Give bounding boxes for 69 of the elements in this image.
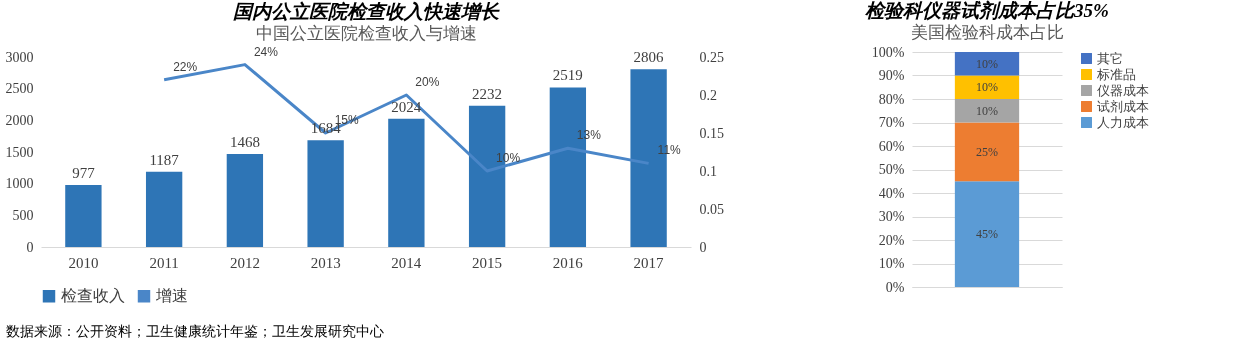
data-label: 2806 <box>633 49 665 66</box>
x-tick-label: 2014 <box>391 254 422 271</box>
y-tick-label: 0 <box>26 239 34 255</box>
data-label: 2232 <box>472 85 503 102</box>
x-tick-label: 2012 <box>229 254 260 271</box>
data-label: 20% <box>415 75 440 89</box>
x-tick-label: 2010 <box>68 254 99 271</box>
y-tick-label: 60% <box>878 138 905 154</box>
data-label: 977 <box>72 165 96 182</box>
y2-tick-label: 0.05 <box>699 201 724 217</box>
y-tick-label: 3000 <box>5 49 34 65</box>
x-tick-label: 2011 <box>149 254 179 271</box>
data-label: 22% <box>173 59 198 74</box>
data-label: 25% <box>976 144 998 159</box>
x-tick-label: 2013 <box>310 254 341 271</box>
data-label: 2024 <box>391 98 422 115</box>
y2-tick-label: 0.25 <box>699 49 724 65</box>
bar <box>145 171 183 247</box>
y-tick-label: 90% <box>878 68 905 83</box>
legend-label: 仪器成本 <box>1097 82 1149 98</box>
bar <box>226 154 264 247</box>
y-tick-label: 40% <box>878 185 905 201</box>
y2-tick-label: 0 <box>699 239 707 255</box>
y2-tick-label: 0.1 <box>699 163 717 179</box>
bar <box>954 181 1020 287</box>
data-label: 1468 <box>229 134 260 151</box>
legend-label: 标准品 <box>1096 66 1136 82</box>
x-tick-label: 2016 <box>552 254 584 271</box>
chart-title: 检验科仪器试剂成本占比35% <box>864 0 1109 21</box>
legend-label: 增速 <box>155 287 188 305</box>
bar <box>307 140 344 247</box>
y-tick-label: 2500 <box>5 81 34 97</box>
data-label: 24% <box>253 44 279 59</box>
y-tick-label: 100% <box>871 44 905 60</box>
data-label: 10% <box>976 80 998 95</box>
legend-label: 检查收入 <box>61 287 125 305</box>
y-tick-label: 30% <box>878 209 905 224</box>
bar <box>954 122 1020 182</box>
legend-label: 人力成本 <box>1097 114 1149 130</box>
y-tick-label: 10% <box>878 256 905 271</box>
legend-label: 其它 <box>1097 50 1123 66</box>
y-tick-label: 500 <box>12 207 34 223</box>
bar <box>65 185 102 247</box>
y-tick-label: 80% <box>878 91 905 107</box>
data-label: 2519 <box>552 67 583 84</box>
bar <box>954 99 1020 123</box>
source-note: 数据来源：公开资料；卫生健康统计年鉴；卫生发展研究中心 <box>6 323 385 341</box>
chart-subtitle: 中国公立医院检查收入与增速 <box>255 23 477 43</box>
y-tick-label: 70% <box>878 115 905 130</box>
bar <box>388 118 425 247</box>
y-tick-label: 50% <box>878 162 905 177</box>
y2-tick-label: 0.15 <box>699 125 724 141</box>
y-tick-label: 0% <box>885 279 905 295</box>
x-tick-label: 2017 <box>633 254 665 271</box>
data-label: 1187 <box>149 151 180 168</box>
bar <box>954 52 1020 76</box>
y-tick-label: 1000 <box>5 176 34 192</box>
data-label: 10% <box>976 56 998 71</box>
y-tick-label: 2000 <box>5 112 34 128</box>
chart-title: 国内公立医院检查收入快速增长 <box>233 0 500 22</box>
bar <box>954 75 1020 99</box>
data-label: 10% <box>976 103 998 118</box>
chart-subtitle: 美国检验科成本占比 <box>910 23 1064 42</box>
y-tick-label: 1500 <box>5 144 34 160</box>
x-tick-label: 2015 <box>472 254 503 271</box>
y2-tick-label: 0.2 <box>699 87 717 103</box>
legend-label: 试剂成本 <box>1097 98 1149 114</box>
y-tick-label: 20% <box>878 232 905 248</box>
data-label: 45% <box>976 227 998 242</box>
